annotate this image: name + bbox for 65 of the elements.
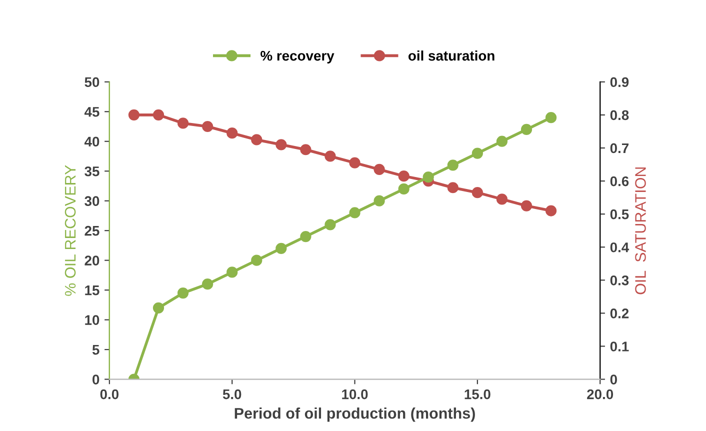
point bbox=[226, 128, 238, 139]
point bbox=[202, 278, 214, 290]
point bbox=[251, 134, 262, 146]
x-tick-label: 0.0 bbox=[100, 389, 119, 400]
point bbox=[398, 183, 410, 195]
point bbox=[472, 148, 483, 159]
point bbox=[398, 170, 410, 182]
point bbox=[324, 219, 336, 230]
point bbox=[520, 200, 532, 212]
point bbox=[202, 120, 214, 132]
point bbox=[226, 266, 238, 278]
point bbox=[349, 157, 360, 168]
point bbox=[422, 172, 434, 183]
point bbox=[177, 118, 189, 129]
y2-tick-label: 0.2 bbox=[610, 308, 629, 318]
y-axis-title: % OIL RECOVERY bbox=[64, 165, 76, 296]
y-tick-label: 10 bbox=[85, 315, 100, 325]
y-tick-label: 15 bbox=[85, 286, 100, 296]
y2-tick-label: 0.5 bbox=[610, 209, 629, 220]
x-tick-label: 20.0 bbox=[587, 389, 614, 400]
point bbox=[447, 182, 458, 194]
y-tick-label: 45 bbox=[84, 107, 100, 117]
y2-tick-label: 0.7 bbox=[610, 143, 629, 154]
y2-tick-label: 0 bbox=[610, 374, 617, 384]
x-tick-label: 5.0 bbox=[222, 389, 242, 400]
y2-tick-label: 0.9 bbox=[610, 77, 629, 88]
point bbox=[447, 160, 458, 171]
x-tick-label: 15.0 bbox=[464, 389, 490, 400]
point bbox=[520, 124, 532, 136]
point bbox=[545, 205, 557, 216]
y2-tick-label: 0.6 bbox=[610, 176, 629, 186]
point bbox=[472, 187, 483, 198]
point bbox=[276, 139, 287, 150]
y2-axis-title: OIL SATURATION bbox=[635, 167, 646, 294]
point bbox=[177, 287, 189, 299]
legend-label: oil saturation bbox=[408, 50, 494, 61]
y-tick-label: 40 bbox=[84, 136, 100, 147]
point bbox=[251, 254, 262, 266]
point bbox=[496, 194, 508, 205]
y2-tick-label: 0.3 bbox=[610, 275, 629, 286]
point bbox=[545, 112, 557, 124]
y-tick-label: 25 bbox=[84, 226, 100, 236]
point bbox=[128, 109, 140, 120]
y2-tick-label: 0.8 bbox=[610, 110, 629, 120]
y-tick-label: 30 bbox=[84, 196, 100, 206]
legend-label: % recovery bbox=[260, 50, 334, 64]
x-tick-label: 10.0 bbox=[342, 389, 368, 400]
y2-tick-label: 0.1 bbox=[610, 342, 629, 352]
point bbox=[324, 150, 336, 162]
point bbox=[496, 136, 508, 147]
y-tick-label: 50 bbox=[84, 77, 100, 88]
y-tick-label: 35 bbox=[84, 166, 100, 176]
point bbox=[152, 109, 164, 120]
x-axis-title: Period of oil production (months) bbox=[234, 408, 475, 422]
point bbox=[152, 302, 164, 314]
point bbox=[276, 242, 287, 254]
point bbox=[374, 164, 385, 176]
y-tick-label: 5 bbox=[92, 345, 100, 355]
y2-tick-label: 0.4 bbox=[610, 242, 630, 252]
point bbox=[300, 230, 312, 242]
y-tick-label: 20 bbox=[84, 256, 100, 266]
point bbox=[374, 195, 385, 206]
point bbox=[349, 207, 360, 218]
point bbox=[300, 144, 312, 156]
y-tick-label: 0 bbox=[92, 374, 100, 384]
